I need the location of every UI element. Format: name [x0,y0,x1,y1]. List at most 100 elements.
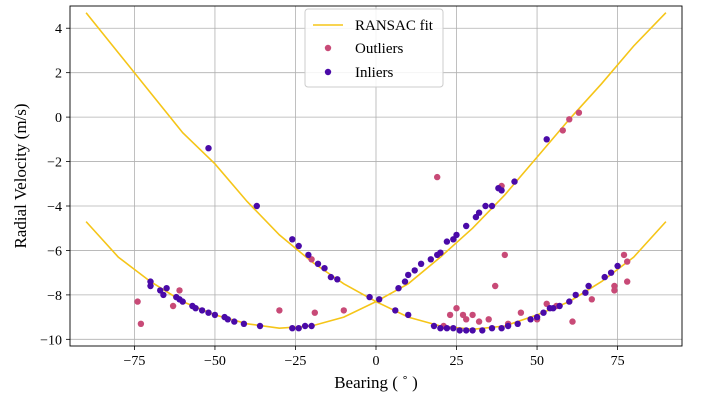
inlier-point [179,298,186,305]
outlier-point [575,109,583,116]
x-axis-ticks: −75 −50 −25 0 25 50 75 [123,346,625,369]
inlier-point [450,236,457,243]
inlier-point [392,307,399,314]
inlier-point [472,213,480,221]
inlier-point [376,296,383,303]
inlier-point [463,327,470,334]
y-tick-label: 0 [55,111,62,126]
inlier-point [405,311,412,319]
outlier-point [459,311,467,319]
inlier-point [533,313,541,321]
inlier-point [163,285,170,292]
inlier-point [211,311,219,319]
outlier-point [588,296,595,303]
inlier-point [192,305,199,312]
inlier-point [308,322,315,330]
outlier-point [485,316,492,323]
inlier-point [366,293,373,301]
y-axis-ticks: −10 −8 −6 −4 −2 0 2 4 [40,22,70,348]
outlier-point [469,311,476,319]
inlier-point [450,325,457,332]
outlier-point [311,309,318,316]
x-tick-label: −25 [285,354,307,369]
inlier-point [147,278,154,285]
inlier-point [469,327,476,334]
inlier-point [405,271,412,279]
outlier-point [624,278,631,285]
inlier-point [488,202,496,210]
inlier-point [527,316,534,323]
inlier-point [463,222,470,230]
outlier-point [624,258,631,265]
inlier-point [475,209,483,216]
outlier-point [308,256,315,263]
inlier-point [160,291,167,299]
inlier-point [498,187,505,194]
inlier-point [430,322,438,330]
y-tick-label: −6 [47,244,62,259]
legend-outliers-swatch [324,44,332,52]
outlier-point [276,307,283,314]
inlier-point [327,273,335,281]
inlier-point [411,267,418,274]
inlier-point [289,325,296,332]
legend-outliers-label: Outliers [355,41,403,57]
y-axis-label: Radial Velocity (m/s) [11,103,30,248]
inlier-point [240,320,248,327]
outlier-point [566,116,573,123]
inlier-point [543,136,550,143]
inlier-point [157,287,164,294]
inlier-point [205,309,212,316]
inlier-point [556,302,563,310]
inlier-point [443,325,451,332]
outlier-point [559,127,566,134]
outlier-point [611,282,618,290]
inlier-point [550,305,557,312]
inlier-point [582,289,589,296]
inlier-point [514,320,521,327]
inlier-point [453,231,460,239]
outlier-point [611,287,618,294]
outlier-point [517,309,525,316]
y-tick-label: −2 [47,156,62,171]
inlier-point [607,269,615,276]
outlier-point [169,302,177,310]
inlier-point [198,307,206,314]
inlier-point [289,236,296,243]
legend-inliers-swatch [324,68,332,76]
outlier-point [501,251,508,259]
inlier-point [540,309,547,316]
inlier-point [479,327,486,334]
inlier-point [231,318,238,325]
inlier-point [417,260,425,267]
inlier-point [566,298,573,305]
inlier-point [334,276,341,283]
outlier-point [569,318,576,325]
x-tick-label: 50 [530,354,544,369]
inlier-point [427,256,434,263]
inlier-point [205,145,212,152]
inlier-point [482,202,489,210]
inlier-point [395,285,402,292]
inlier-point [456,327,463,334]
x-tick-label: −75 [123,354,145,369]
inlier-point [224,316,231,323]
outlier-point [620,251,628,259]
outlier-point [463,316,470,323]
legend-fit-label: RANSAC fit [355,18,434,34]
data-points [134,109,631,334]
outlier-point [176,287,183,294]
inlier-point [437,249,444,256]
inlier-point [295,325,302,332]
inlier-point [401,278,409,285]
outlier-point [492,282,499,290]
outlier-point [453,305,460,312]
inlier-point [614,262,621,270]
x-tick-label: −50 [204,354,226,369]
legend-box [304,8,444,88]
y-tick-label: 4 [55,22,62,37]
outlier-point [543,300,550,307]
inlier-point [253,202,260,210]
inlier-point [488,325,496,332]
